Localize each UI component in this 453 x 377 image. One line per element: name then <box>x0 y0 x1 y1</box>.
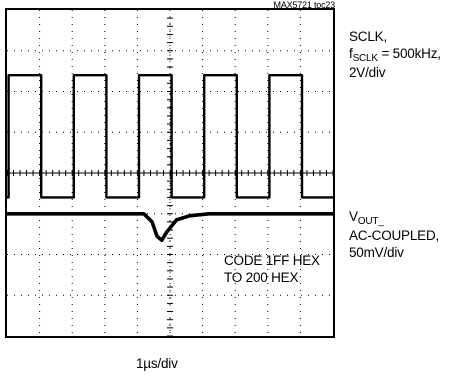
channel-1-name: SCLK, <box>349 29 388 44</box>
channel-1-frequency: fSCLK = 500kHz, <box>349 46 441 64</box>
trace-1 <box>7 74 333 199</box>
channel-2-coupling: AC-COUPLED, <box>349 228 440 243</box>
code-transition-annotation: CODE 1FF HEX TO 200 HEX <box>224 253 320 285</box>
channel-1-label: SCLK, fSCLK = 500kHz, 2V/div <box>349 28 441 81</box>
figure-id: MAX5721 toc23 <box>273 0 336 10</box>
channel-1-scale: 2V/div <box>349 65 386 80</box>
channel-2-label: VOUT_ AC-COUPLED, 50mV/div <box>349 208 439 261</box>
channel-2-scale: 50mV/div <box>349 245 404 260</box>
traces <box>7 74 333 242</box>
trace-2 <box>7 212 333 242</box>
channel-2-name: VOUT_ <box>349 209 384 227</box>
time-scale-label: 1µs/div <box>136 356 178 371</box>
oscilloscope-screen <box>5 8 335 338</box>
